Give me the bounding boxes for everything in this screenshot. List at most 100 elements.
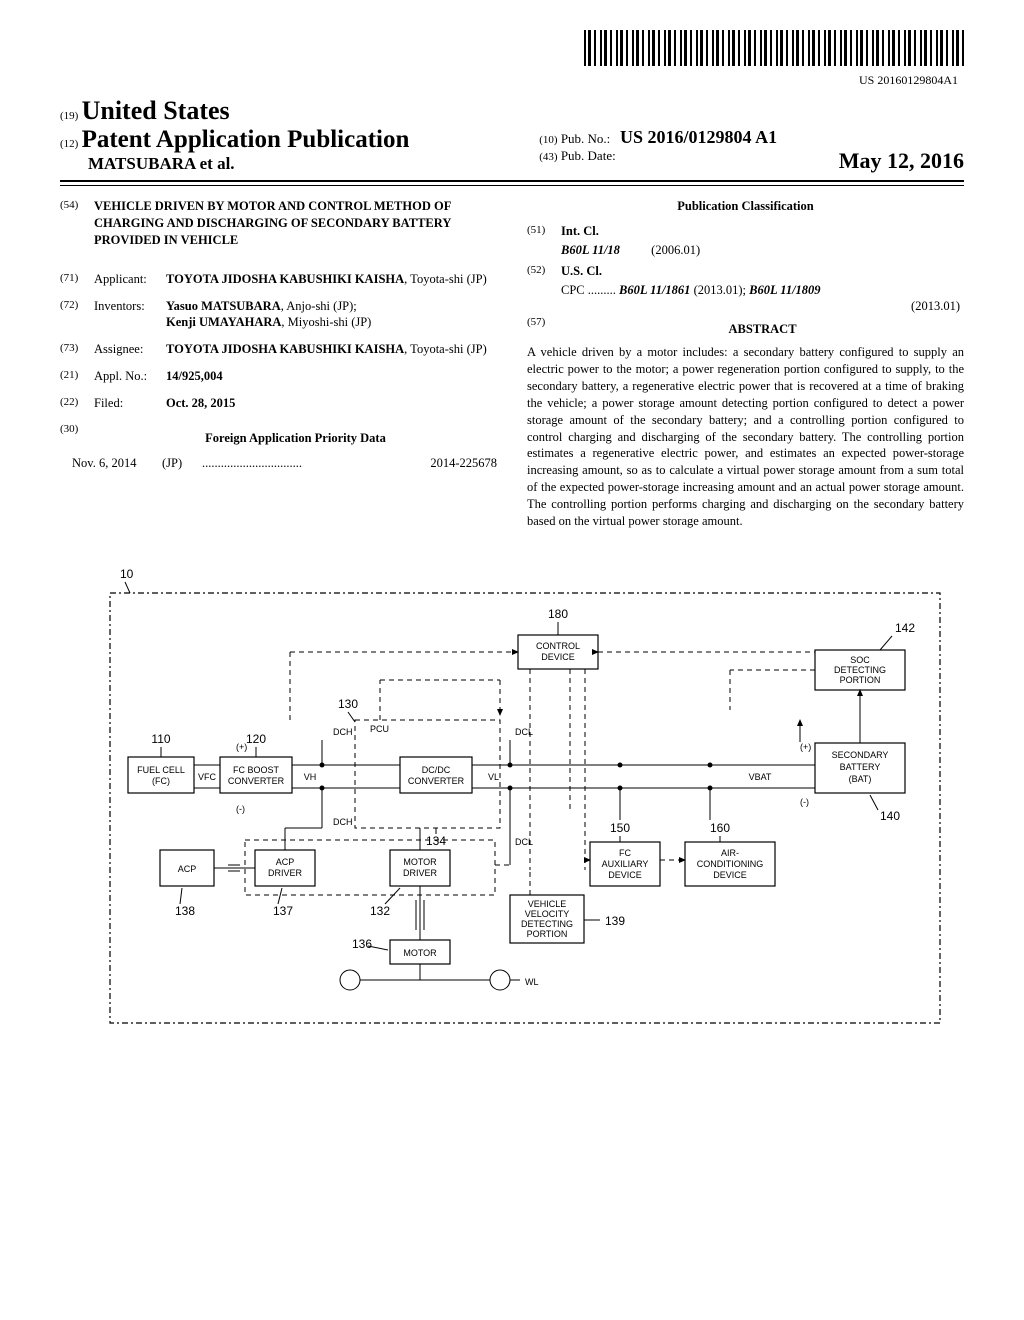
inventors-num: (72)	[60, 298, 94, 332]
cpc2-date: (2013.01)	[527, 298, 964, 315]
filed-value: Oct. 28, 2015	[166, 396, 235, 410]
pcu-ref: 130	[338, 697, 358, 711]
soc-l1: SOC	[850, 655, 870, 665]
soc-l2: DETECTING	[834, 665, 886, 675]
barcode-number: US 20160129804A1	[60, 73, 958, 88]
filed-num: (22)	[60, 395, 94, 412]
pub-type: Patent Application Publication	[82, 126, 410, 153]
abstract-text: A vehicle driven by a motor includes: a …	[527, 344, 964, 530]
uscl-label: U.S. Cl.	[561, 264, 602, 278]
fcboost-l2: CONVERTER	[228, 776, 285, 786]
authors: MATSUBARA et al.	[60, 154, 527, 174]
cpc-dots: .........	[588, 283, 616, 297]
divider-light	[60, 185, 964, 186]
divider-heavy	[60, 180, 964, 182]
intcl-label: Int. Cl.	[561, 224, 599, 238]
inventor2: Kenji UMAYAHARA	[166, 315, 281, 329]
cpc1: B60L 11/1861	[619, 283, 690, 297]
control-label-1: CONTROL	[536, 641, 580, 651]
dcl2: DCL	[515, 837, 533, 847]
control-ref: 180	[548, 607, 568, 621]
vel-l3: DETECTING	[521, 919, 573, 929]
bat-l1: SECONDARY	[832, 750, 889, 760]
uscl-num: (52)	[527, 263, 561, 280]
dcdc-l2: CONVERTER	[408, 776, 465, 786]
control-label-2: DEVICE	[541, 652, 575, 662]
pubdate-label: Pub. Date:	[561, 148, 616, 163]
dcl1: DCL	[515, 727, 533, 737]
minus2: (-)	[800, 797, 809, 807]
soc-l3: PORTION	[840, 675, 881, 685]
motor-ref: 136	[352, 937, 372, 951]
pubno: US 2016/0129804 A1	[620, 127, 777, 147]
applicant-label: Applicant:	[94, 271, 166, 288]
bat-l2: BATTERY	[840, 762, 881, 772]
title-num: (54)	[60, 198, 94, 261]
fc-ref: 110	[151, 732, 170, 746]
priority-date: Nov. 6, 2014	[72, 455, 162, 472]
priority-appno: 2014-225678	[430, 455, 497, 472]
minus1: (-)	[236, 804, 245, 814]
vh-label: VH	[304, 772, 317, 782]
applicant-num: (71)	[60, 271, 94, 288]
dcdc-l1: DC/DC	[422, 765, 451, 775]
soc-ref: 142	[895, 621, 915, 635]
applno-value: 14/925,004	[166, 369, 223, 383]
vl-label: VL	[488, 772, 499, 782]
fcaux-ref: 150	[610, 821, 630, 835]
assignee-value: TOYOTA JIDOSHA KABUSHIKI KAISHA	[166, 342, 404, 356]
assignee-num: (73)	[60, 341, 94, 358]
fc-box	[128, 757, 194, 793]
intcl-code: B60L 11/18	[561, 243, 620, 257]
priority-dots: ................................	[202, 455, 430, 472]
diagram-ref: 10	[120, 567, 134, 581]
pubno-label: Pub. No.:	[561, 131, 610, 146]
abstract-num: (57)	[527, 315, 561, 344]
pubdate: May 12, 2016	[839, 148, 964, 174]
wheel-left	[340, 970, 360, 990]
velocity-ref: 139	[605, 914, 625, 928]
acpdriver-l2: DRIVER	[268, 868, 303, 878]
fcaux-l3: DEVICE	[608, 870, 642, 880]
priority-country: (JP)	[162, 455, 202, 472]
filed-label: Filed:	[94, 395, 166, 412]
dch1: DCH	[333, 727, 353, 737]
pubno-prefix: (10)	[539, 134, 557, 146]
intcl-num: (51)	[527, 223, 561, 240]
ac-l1: AIR-	[721, 848, 739, 858]
dcdc-box	[400, 757, 472, 793]
fcboost-box	[220, 757, 292, 793]
pcu-label: PCU	[370, 724, 389, 734]
assignee-label: Assignee:	[94, 341, 166, 358]
dcdc-ref: 134	[426, 834, 446, 848]
vel-l1: VEHICLE	[528, 899, 567, 909]
us-prefix: (19)	[60, 110, 78, 122]
inventor2-loc: , Miyoshi-shi (JP)	[281, 315, 371, 329]
cpc2: B60L 11/1809	[749, 283, 820, 297]
applno-label: Appl. No.:	[94, 368, 166, 385]
ac-l3: DEVICE	[713, 870, 747, 880]
vbat-label: VBAT	[749, 772, 772, 782]
motordriver-ref: 132	[370, 904, 390, 918]
acpdriver-ref: 137	[273, 904, 293, 918]
applicant-value: TOYOTA JIDOSHA KABUSHIKI KAISHA	[166, 272, 404, 286]
bat-l3: (BAT)	[849, 774, 872, 784]
fcaux-l2: AUXILIARY	[602, 859, 649, 869]
inventor1: Yasuo MATSUBARA	[166, 299, 281, 313]
inventor1-loc: , Anjo-shi (JP);	[281, 299, 357, 313]
classification-title: Publication Classification	[527, 198, 964, 215]
priority-num: (30)	[60, 422, 94, 455]
inventors-label: Inventors:	[94, 298, 166, 332]
abstract-title: ABSTRACT	[561, 321, 964, 338]
priority-title: Foreign Application Priority Data	[94, 430, 497, 447]
motordriver-l2: DRIVER	[403, 868, 438, 878]
fc-l2: (FC)	[152, 776, 170, 786]
us-country: United States	[82, 96, 230, 125]
acp-ref: 138	[175, 904, 195, 918]
acp-label: ACP	[178, 864, 197, 874]
assignee-loc: , Toyota-shi (JP)	[404, 342, 487, 356]
plus2: (+)	[800, 742, 811, 752]
motordriver-l1: MOTOR	[403, 857, 437, 867]
cpc1-date: (2013.01);	[694, 283, 746, 297]
ac-l2: CONDITIONING	[697, 859, 764, 869]
